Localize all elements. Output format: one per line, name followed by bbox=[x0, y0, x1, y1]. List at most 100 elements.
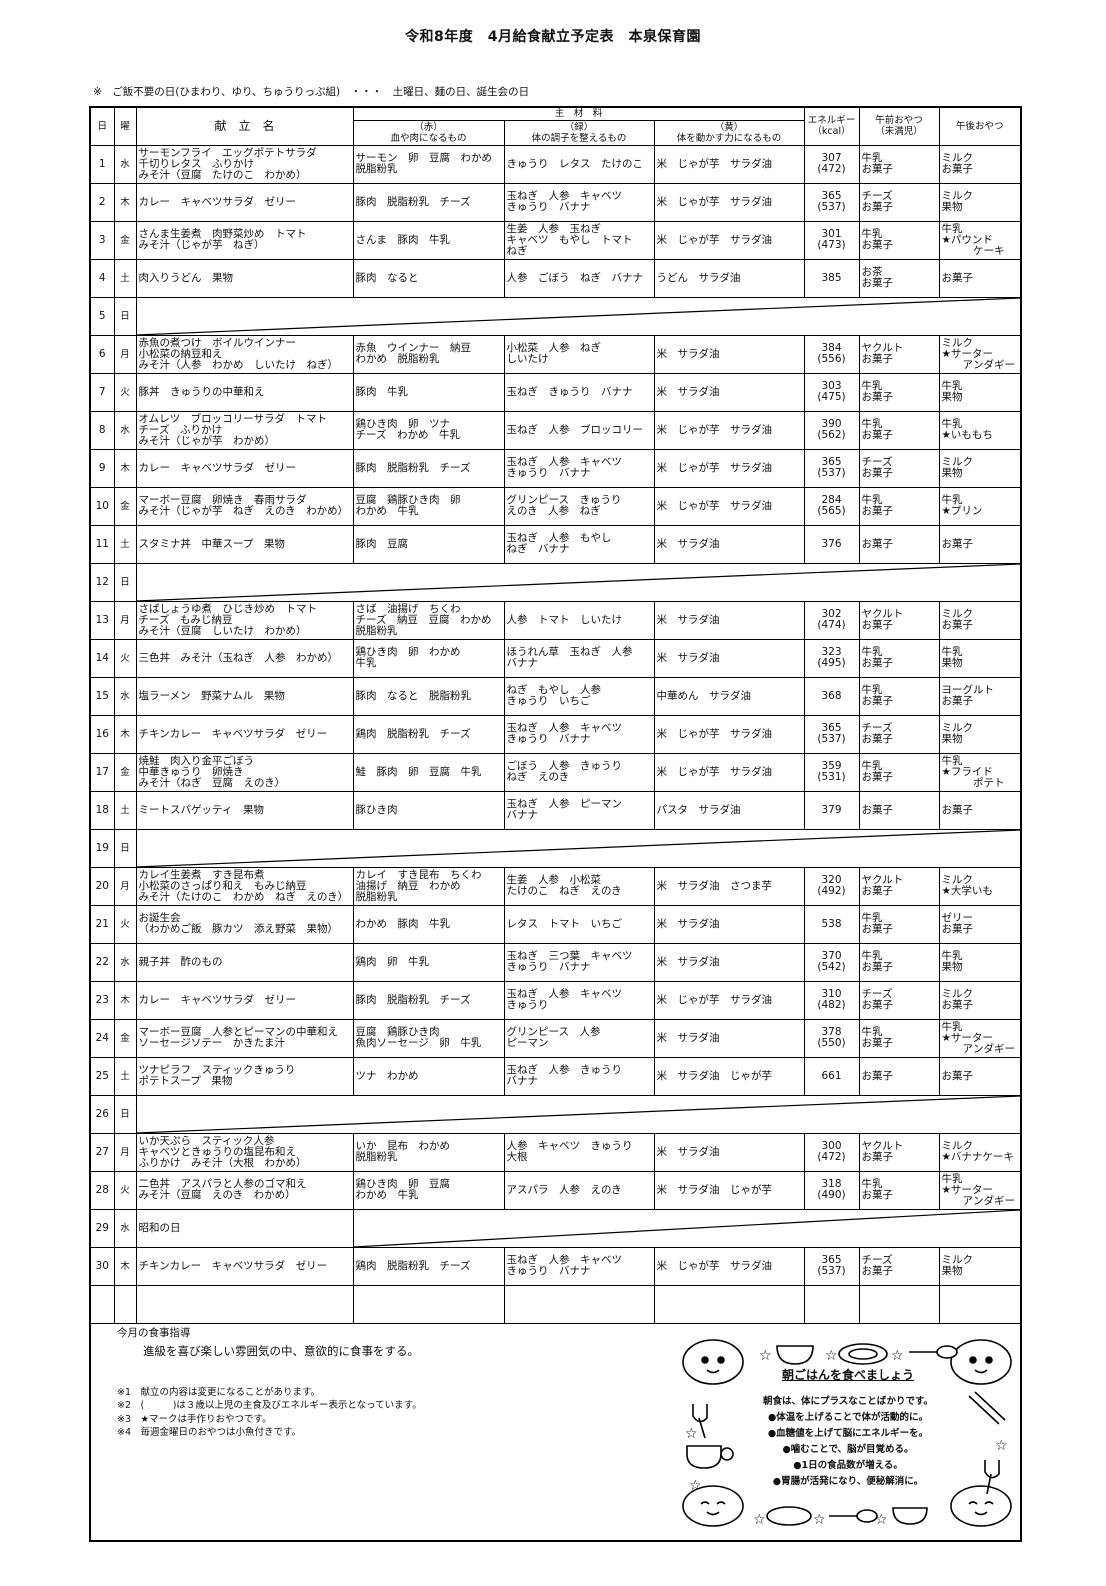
yellow-ingredients-cell: 中華めん サラダ油 bbox=[653, 676, 805, 716]
am-snack-cell: ヤクルト お菓子 bbox=[858, 334, 940, 374]
dow-cell: 火 bbox=[113, 638, 137, 678]
day-cell: 19 bbox=[89, 828, 115, 868]
table-row: 11 土スタミナ丼 中華スープ 果物 豚肉 豆腐 玉ねぎ 人参 もやし ねぎ バナナ米 … bbox=[89, 524, 1022, 564]
header-day: 日 bbox=[89, 106, 115, 146]
green-ingredients-cell: ほうれん草 玉ねぎ 人参 バナナ bbox=[503, 638, 655, 678]
green-ingredients-cell: グリンピース きゅうり えのき 人参 ねぎ bbox=[503, 486, 655, 526]
table-row: 2 木カレー キャベツサラダ ゼリー 豚肉 脱脂粉乳 チーズ 玉ねぎ 人参 キャベツき… bbox=[89, 182, 1022, 222]
menu-cell: 親子丼 酢のもの bbox=[135, 942, 354, 982]
pm-snack-cell: ヨーグルト お菓子 bbox=[938, 676, 1022, 716]
menu-cell: 赤魚の煮つけ ボイルウインナー 小松菜の納豆和え みそ汁（人参 わかめ しいたけ ね… bbox=[135, 334, 354, 374]
yellow-ingredients-cell: 米 サラダ油 bbox=[653, 904, 805, 944]
red-ingredients-cell: 鶏肉 卵 牛乳 bbox=[352, 942, 505, 982]
red-ingredients-cell: 豚肉 豆腐 bbox=[352, 524, 505, 564]
day-cell bbox=[89, 1284, 115, 1324]
table-row: 12 日 bbox=[89, 562, 1022, 602]
yellow-ingredients-cell: 米 じゃが芋 サラダ油 bbox=[653, 144, 805, 184]
day-cell: 23 bbox=[89, 980, 115, 1020]
green-ingredients-cell: 玉ねぎ 三つ葉 キャベツ きゅうり バナナ bbox=[503, 942, 655, 982]
menu-cell: 肉入りうどん 果物 bbox=[135, 258, 354, 298]
dow-cell: 日 bbox=[113, 296, 137, 336]
energy-cell: 378 (550) bbox=[803, 1018, 860, 1058]
yellow-ingredients-cell: 米 サラダ油 bbox=[653, 334, 805, 374]
pm-snack-cell: ミルク 果物 bbox=[938, 182, 1022, 222]
dow-cell: 金 bbox=[113, 220, 137, 260]
am-snack-cell: 牛乳 お菓子 bbox=[858, 410, 940, 450]
dow-cell: 月 bbox=[113, 866, 137, 906]
yellow-ingredients-cell: 米 じゃが芋 サラダ油 bbox=[653, 220, 805, 260]
am-snack-cell: チーズ お菓子 bbox=[858, 980, 940, 1020]
energy-value: 365 bbox=[821, 722, 842, 734]
table-row: 14 火三色丼 みそ汁（玉ねぎ 人参 わかめ） 鶏ひき肉 卵 わかめ 牛乳 ほうれん草 … bbox=[89, 638, 1022, 678]
energy-value: 368 bbox=[821, 689, 842, 702]
table-row: 4 土肉入りうどん 果物 豚肉 なると 人参 ごぼう ねぎ バナナ うどん サラダ油 38… bbox=[89, 258, 1022, 298]
green-ingredients-cell: アスパラ 人参 えのき bbox=[503, 1170, 655, 1210]
yellow-ingredients-cell: 米 じゃが芋 サラダ油 bbox=[653, 448, 805, 488]
holiday-label: 昭和の日 bbox=[135, 1208, 354, 1248]
red-ingredients-cell: 豚肉 脱脂粉乳 チーズ bbox=[352, 448, 505, 488]
breakfast-point: ●血糖値を上げて脳にエネルギーを。 bbox=[767, 1427, 929, 1439]
dow-cell: 水 bbox=[113, 942, 137, 982]
red-ingredients-cell: 鶏ひき肉 卵 わかめ 牛乳 bbox=[352, 638, 505, 678]
menu-cell: 二色丼 アスパラと人参のゴマ和え みそ汁（豆腐 えのき わかめ） bbox=[135, 1170, 354, 1210]
menu-cell: いか天ぷら スティック人参 キャベツときゅうりの塩昆布和え ふりかけ みそ汁（大根 … bbox=[135, 1132, 354, 1172]
day-cell: 3 bbox=[89, 220, 115, 260]
energy-cell: 538 bbox=[803, 904, 860, 944]
pm-snack-cell: ミルク お菓子 bbox=[938, 600, 1022, 640]
am-snack-cell: 牛乳 お菓子 bbox=[858, 220, 940, 260]
header-dow: 曜 bbox=[113, 106, 137, 146]
green-ingredients-cell: ねぎ もやし 人参 きゅうり いちご bbox=[503, 676, 655, 716]
green-ingredients-cell: きゅうり レタス たけのこ bbox=[503, 144, 655, 184]
breakfast-points: 朝食は、体にプラスなことばかりです。 ●体温を上げることで体が活動的に。 ●血糖… bbox=[679, 1394, 1017, 1490]
pm-snack-cell: お菓子 bbox=[938, 1056, 1022, 1096]
menu-cell: スタミナ丼 中華スープ 果物 bbox=[135, 524, 354, 564]
energy-cell: 307 (472) bbox=[803, 144, 860, 184]
table-row: 18 土ミートスパゲッティ 果物 豚ひき肉 玉ねぎ 人参 ピーマン バナナ パスタ サラダ… bbox=[89, 790, 1022, 830]
dow-cell: 水 bbox=[113, 144, 137, 184]
empty-cell bbox=[135, 1284, 354, 1324]
menu-cell: マーボー豆腐 卵焼き 春雨サラダ みそ汁（じゃが芋 ねぎ えのき わかめ） bbox=[135, 486, 354, 526]
energy-value-3yo: (482) bbox=[817, 999, 846, 1011]
red-ingredients-cell: 豚肉 なると bbox=[352, 258, 505, 298]
energy-cell: 368 bbox=[803, 676, 860, 716]
day-cell: 27 bbox=[89, 1132, 115, 1172]
green-ingredients-cell: 人参 ごぼう ねぎ バナナ bbox=[503, 258, 655, 298]
child-face-icon bbox=[682, 1338, 744, 1385]
holiday-strike bbox=[135, 828, 1022, 868]
svg-text:☆: ☆ bbox=[813, 1512, 826, 1528]
fork-icon bbox=[692, 1403, 708, 1438]
am-snack-cell: ヤクルト お菓子 bbox=[858, 866, 940, 906]
day-cell: 13 bbox=[89, 600, 115, 640]
green-ingredients-cell: 玉ねぎ 人参 キャベツ きゅうり バナナ bbox=[503, 448, 655, 488]
energy-value-3yo: (565) bbox=[817, 505, 846, 517]
am-snack-cell: 牛乳 お菓子 bbox=[858, 942, 940, 982]
pm-snack-cell: 牛乳 果物 bbox=[938, 638, 1022, 678]
child-face-icon bbox=[682, 1484, 744, 1527]
pm-snack-cell: 牛乳 ★パウンド ケーキ bbox=[938, 220, 1022, 260]
energy-cell: 301 (473) bbox=[803, 220, 860, 260]
pm-snack-cell: お菓子 bbox=[938, 524, 1022, 564]
svg-text:☆: ☆ bbox=[825, 1348, 838, 1364]
am-snack-cell: チーズ お菓子 bbox=[858, 1246, 940, 1286]
energy-cell: 390 (562) bbox=[803, 410, 860, 450]
green-ingredients-cell: 玉ねぎ 人参 キャベツ きゅうり バナナ bbox=[503, 714, 655, 754]
energy-value: 538 bbox=[821, 917, 842, 930]
dow-cell: 金 bbox=[113, 752, 137, 792]
pm-snack-cell: ミルク お菓子 bbox=[938, 980, 1022, 1020]
breakfast-point: 朝食は、体にプラスなことばかりです。 bbox=[762, 1395, 934, 1407]
menu-table: 日 曜 献 立 名 主 材 料 エネルギー （kcal） 午前おやつ （未満児） 午… bbox=[89, 106, 1023, 1542]
day-cell: 9 bbox=[89, 448, 115, 488]
day-cell: 14 bbox=[89, 638, 115, 678]
svg-text:☆: ☆ bbox=[759, 1348, 772, 1364]
am-snack-cell: 牛乳 お菓子 bbox=[858, 1018, 940, 1058]
dow-cell: 金 bbox=[113, 486, 137, 526]
day-cell: 6 bbox=[89, 334, 115, 374]
energy-value: 302 bbox=[821, 608, 842, 620]
menu-cell: 豚丼 きゅうりの中華和え bbox=[135, 372, 354, 412]
yellow-ingredients-cell: 米 サラダ油 じゃが芋 bbox=[653, 1170, 805, 1210]
empty-cell bbox=[858, 1284, 940, 1324]
footnotes: ※1 献立の内容は変更になることがあります。 ※2 ( )は３歳以上児の主食及び… bbox=[117, 1386, 422, 1440]
dow-cell: 日 bbox=[113, 1094, 137, 1134]
dow-cell: 月 bbox=[113, 1132, 137, 1172]
menu-cell: マーボー豆腐 人参とピーマンの中華和え ソーセージソテー かきたま汁 bbox=[135, 1018, 354, 1058]
